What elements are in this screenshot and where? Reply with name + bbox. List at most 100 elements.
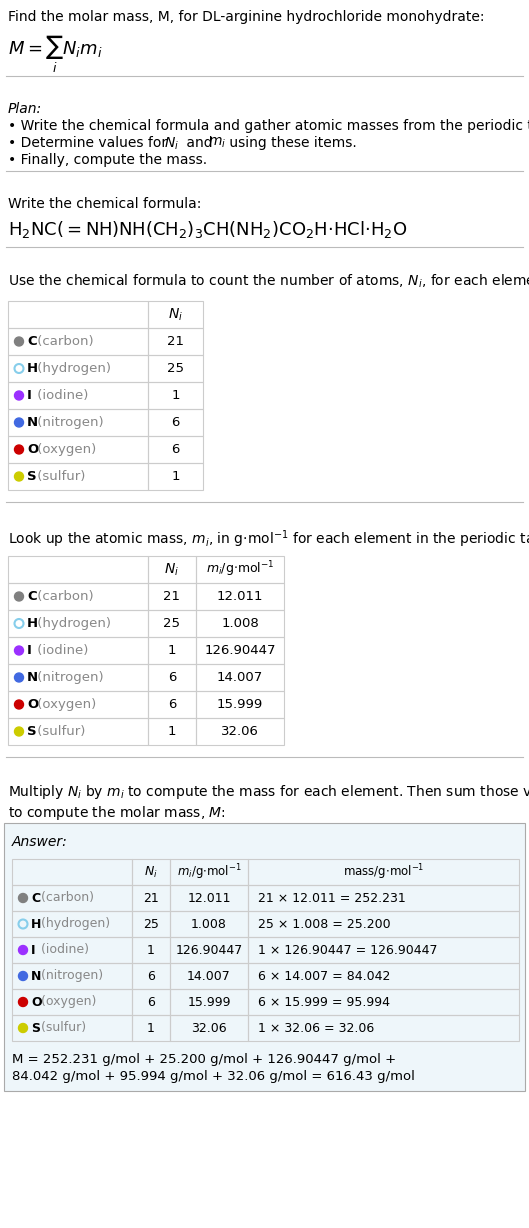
Text: I: I	[27, 643, 32, 657]
Text: 6: 6	[168, 670, 176, 684]
Text: $N_i$: $N_i$	[168, 306, 183, 323]
Bar	[196, 610, 284, 637]
Bar	[132, 989, 170, 1016]
Text: 6: 6	[147, 969, 155, 982]
Bar	[12, 885, 132, 911]
Text: Find the molar mass, M, for DL-arginine hydrochloride monohydrate:: Find the molar mass, M, for DL-arginine …	[8, 10, 485, 25]
Text: S: S	[31, 1022, 40, 1034]
Text: Answer:: Answer:	[12, 835, 68, 849]
Text: N: N	[31, 969, 41, 982]
Text: and: and	[182, 136, 217, 150]
Text: (oxygen): (oxygen)	[37, 996, 96, 1008]
Text: 25: 25	[163, 616, 180, 630]
Bar	[8, 718, 148, 745]
Bar	[12, 911, 132, 937]
Text: 14.007: 14.007	[187, 969, 231, 982]
Text: (hydrogen): (hydrogen)	[37, 917, 110, 931]
Text: Look up the atomic mass, $m_i$, in g$\cdot$mol$^{-1}$ for each element in the pe: Look up the atomic mass, $m_i$, in g$\cd…	[8, 528, 529, 550]
Text: H: H	[27, 362, 38, 375]
Text: $N_i$: $N_i$	[165, 561, 179, 577]
Text: 1: 1	[147, 1022, 155, 1034]
Bar	[196, 691, 284, 718]
Bar	[248, 989, 519, 1016]
Text: • Write the chemical formula and gather atomic masses from the periodic table.: • Write the chemical formula and gather …	[8, 119, 529, 133]
Text: 15.999: 15.999	[187, 996, 231, 1008]
Text: Multiply $N_i$ by $m_i$ to compute the mass for each element. Then sum those val: Multiply $N_i$ by $m_i$ to compute the m…	[8, 783, 529, 822]
Bar	[148, 463, 203, 490]
Text: S: S	[27, 725, 37, 738]
Text: (oxygen): (oxygen)	[33, 443, 96, 456]
Text: O: O	[31, 996, 42, 1008]
Text: 21: 21	[167, 335, 184, 348]
Text: I: I	[31, 943, 35, 957]
Bar	[12, 860, 132, 885]
Text: 126.90447: 126.90447	[204, 643, 276, 657]
Text: I: I	[27, 389, 32, 402]
Circle shape	[19, 1023, 28, 1033]
Circle shape	[14, 592, 23, 600]
Circle shape	[19, 946, 28, 954]
Text: 1: 1	[171, 389, 180, 402]
Text: O: O	[27, 443, 38, 456]
Text: H: H	[31, 917, 41, 931]
Text: 6: 6	[168, 698, 176, 711]
Circle shape	[14, 727, 23, 736]
Text: N: N	[27, 670, 38, 684]
Bar	[170, 989, 248, 1016]
Bar	[8, 583, 148, 610]
Bar	[132, 937, 170, 963]
Text: (carbon): (carbon)	[37, 892, 94, 905]
Bar	[148, 664, 196, 691]
Text: 84.042 g/mol + 95.994 g/mol + 32.06 g/mol = 616.43 g/mol: 84.042 g/mol + 95.994 g/mol + 32.06 g/mo…	[12, 1070, 415, 1083]
Text: mass/g$\cdot$mol$^{-1}$: mass/g$\cdot$mol$^{-1}$	[343, 862, 424, 882]
Bar	[170, 885, 248, 911]
Text: $m_i$: $m_i$	[208, 136, 226, 150]
Text: Plan:: Plan:	[8, 102, 42, 115]
Text: $m_i$/g$\cdot$mol$^{-1}$: $m_i$/g$\cdot$mol$^{-1}$	[177, 862, 241, 882]
Text: 1: 1	[147, 943, 155, 957]
Bar	[8, 463, 148, 490]
Bar	[170, 937, 248, 963]
Bar	[170, 860, 248, 885]
Bar	[170, 911, 248, 937]
Text: 25 × 1.008 = 25.200: 25 × 1.008 = 25.200	[258, 917, 390, 931]
Text: 1 × 126.90447 = 126.90447: 1 × 126.90447 = 126.90447	[258, 943, 437, 957]
Text: C: C	[27, 589, 37, 603]
Text: $M = \sum_i N_i m_i$: $M = \sum_i N_i m_i$	[8, 34, 103, 75]
Bar	[148, 637, 196, 664]
Bar	[12, 937, 132, 963]
Text: Use the chemical formula to count the number of atoms, $N_i$, for each element:: Use the chemical formula to count the nu…	[8, 273, 529, 290]
Text: 6 × 15.999 = 95.994: 6 × 15.999 = 95.994	[258, 996, 390, 1008]
Text: 25: 25	[143, 917, 159, 931]
Text: (carbon): (carbon)	[33, 589, 94, 603]
Text: 1.008: 1.008	[191, 917, 227, 931]
Circle shape	[14, 336, 23, 346]
Text: 1: 1	[168, 643, 176, 657]
Circle shape	[19, 971, 28, 980]
Circle shape	[14, 673, 23, 682]
Text: • Finally, compute the mass.: • Finally, compute the mass.	[8, 154, 207, 167]
Text: O: O	[27, 698, 38, 711]
Bar	[8, 610, 148, 637]
Bar	[132, 885, 170, 911]
Text: (sulfur): (sulfur)	[33, 470, 85, 483]
Text: N: N	[27, 416, 38, 429]
Text: 21 × 12.011 = 252.231: 21 × 12.011 = 252.231	[258, 892, 406, 905]
Circle shape	[19, 997, 28, 1007]
Text: 1.008: 1.008	[221, 616, 259, 630]
Bar	[148, 691, 196, 718]
Bar	[12, 989, 132, 1016]
Text: (nitrogen): (nitrogen)	[37, 969, 103, 982]
Text: • Determine values for: • Determine values for	[8, 136, 171, 150]
Text: H: H	[27, 616, 38, 630]
Circle shape	[19, 894, 28, 903]
Circle shape	[14, 418, 23, 427]
Bar	[248, 937, 519, 963]
Text: 126.90447: 126.90447	[176, 943, 243, 957]
Bar	[170, 963, 248, 989]
Bar	[148, 409, 203, 436]
Bar	[248, 1016, 519, 1041]
Text: 12.011: 12.011	[187, 892, 231, 905]
Text: (oxygen): (oxygen)	[33, 698, 96, 711]
Bar	[132, 911, 170, 937]
